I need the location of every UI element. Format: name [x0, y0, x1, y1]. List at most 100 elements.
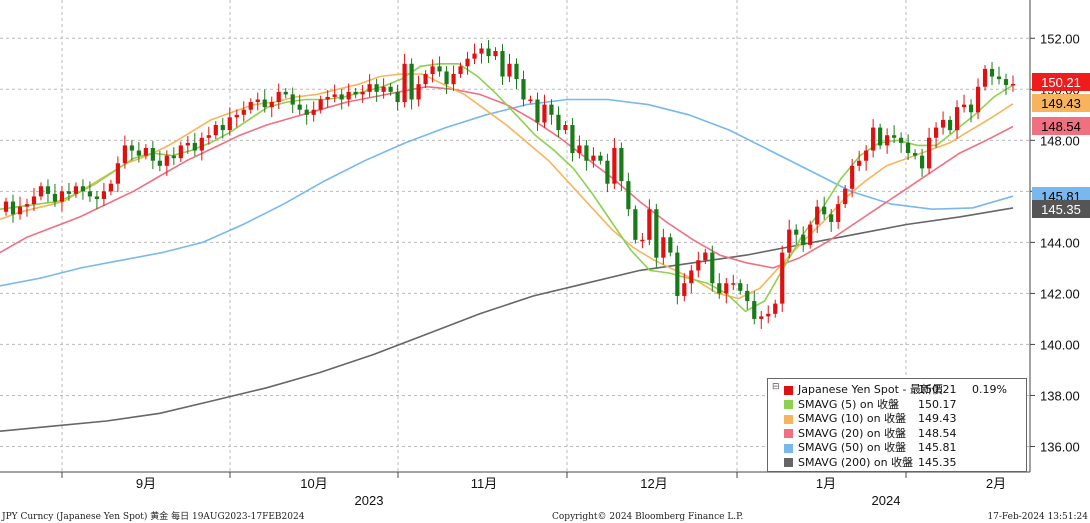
candle-body	[605, 160, 610, 184]
legend-item[interactable]: SMAVG (20) on 收盤 148.54	[784, 427, 1034, 441]
month-label: 1月	[816, 476, 836, 491]
last-value-text: 149.43	[1041, 96, 1081, 111]
legend-swatch	[784, 385, 793, 395]
candle-body	[262, 99, 267, 108]
candle-body	[458, 66, 463, 74]
candle-body	[829, 214, 834, 222]
candle-body	[773, 303, 778, 314]
candle-body	[360, 91, 365, 95]
candle-body	[864, 150, 869, 161]
month-label: 12月	[640, 476, 667, 491]
candle-body	[423, 73, 428, 85]
candle-body	[871, 127, 876, 151]
candle-body	[626, 181, 631, 210]
candle-body	[668, 237, 673, 253]
legend-value: 145.35	[918, 455, 957, 469]
candle-body	[150, 147, 155, 161]
moving-average-lines	[0, 62, 1014, 432]
legend-value: 148.54	[918, 426, 957, 440]
y-tick-label: 148.00	[1040, 133, 1080, 148]
candle-body	[395, 91, 400, 103]
candle-body	[241, 109, 246, 115]
candle-body	[304, 109, 309, 115]
candle-body	[346, 91, 351, 100]
candle-body	[52, 193, 58, 202]
legend-pct: 0.19%	[972, 383, 1007, 396]
candle-body	[451, 73, 456, 85]
legend-item[interactable]: Japanese Yen Spot - 最新價 150.21 0.19%	[784, 383, 1034, 397]
candle-body	[66, 191, 72, 194]
candle-body	[661, 237, 666, 258]
candle-body	[101, 191, 107, 200]
year-label: 2024	[872, 493, 901, 508]
candle-body	[647, 209, 652, 240]
candle-body	[996, 76, 1002, 80]
collapse-legend-icon[interactable]: ⊟	[772, 382, 780, 392]
legend-name: SMAVG (10) on 收盤	[798, 412, 907, 425]
candle-body	[45, 186, 51, 194]
candle-body	[640, 239, 645, 242]
candle-body	[486, 48, 491, 57]
candle-body	[402, 63, 407, 103]
legend-value: 149.43	[918, 412, 957, 425]
candle-body	[339, 94, 344, 100]
legend-item[interactable]: SMAVG (10) on 收盤 149.43	[784, 412, 1034, 426]
legend-item[interactable]: SMAVG (200) on 收盤 145.35	[784, 456, 1034, 470]
candle-body	[591, 155, 596, 161]
legend-value: 150.17	[918, 397, 957, 411]
legend[interactable]: ⊟ Japanese Yen Spot - 最新價 150.21 0.19% SMAV…	[767, 378, 1027, 472]
y-tick-label: 136.00	[1040, 439, 1080, 454]
candle-body	[542, 104, 547, 123]
last-value-text: 150.21	[1041, 75, 1081, 90]
candle-body	[549, 104, 554, 115]
legend-item[interactable]: SMAVG (50) on 收盤 145.81	[784, 441, 1034, 455]
candle-body	[926, 137, 932, 169]
candle-body	[178, 145, 183, 159]
candles	[3, 40, 1016, 329]
sma50-line	[0, 98, 1014, 287]
legend-swatch	[784, 443, 793, 453]
last-value-text: 148.54	[1041, 119, 1081, 134]
candle-body	[353, 91, 358, 95]
candle-body	[122, 145, 127, 164]
candle-body	[563, 125, 568, 131]
candle-body	[654, 209, 659, 258]
candle-body	[465, 58, 470, 67]
candle-body	[710, 252, 715, 284]
month-label: 9月	[136, 476, 156, 491]
candle-body	[570, 125, 575, 154]
candle-body	[234, 114, 239, 118]
legend-swatch	[784, 429, 793, 438]
candle-body	[612, 147, 617, 184]
candle-body	[108, 183, 113, 192]
candle-body	[283, 91, 288, 95]
last-value-text: 145.35	[1041, 202, 1081, 217]
candle-body	[507, 63, 512, 77]
legend-swatch	[784, 414, 793, 424]
candle-body	[227, 117, 232, 131]
candle-body	[717, 283, 722, 294]
candle-body	[912, 153, 918, 156]
candle-body	[514, 63, 519, 80]
candle-body	[94, 196, 100, 200]
candle-body	[136, 150, 141, 156]
sma200-line	[0, 207, 1014, 432]
candle-body	[59, 191, 65, 202]
candle-body	[801, 234, 806, 245]
candle-body	[325, 96, 330, 100]
candle-body	[703, 252, 708, 261]
candle-body	[892, 135, 897, 138]
month-label: 11月	[471, 476, 498, 491]
legend-item[interactable]: SMAVG (5) on 收盤 150.17	[784, 398, 1034, 412]
candle-body	[989, 68, 995, 77]
footer-center: Copyright© 2024 Bloomberg Finance L.P.	[552, 512, 743, 522]
candle-body	[815, 206, 820, 225]
candle-body	[73, 186, 79, 194]
legend-name: Japanese Yen Spot - 最新價	[798, 383, 943, 396]
candle-body	[982, 68, 988, 87]
footer-right: 17-Feb-2024 13:51:24	[987, 512, 1088, 522]
candle-body	[38, 186, 44, 197]
candle-body	[416, 84, 421, 100]
y-tick-label: 138.00	[1040, 388, 1080, 403]
